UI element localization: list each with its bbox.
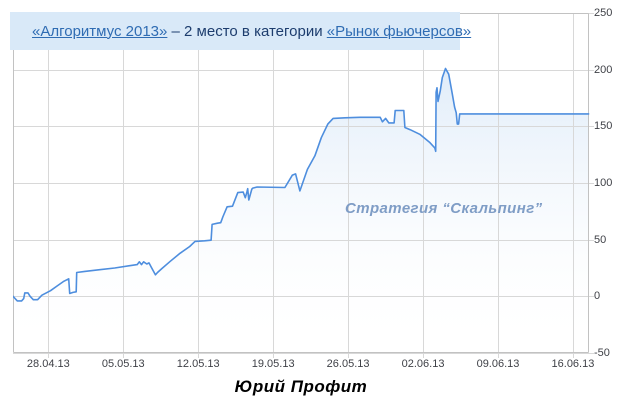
y-axis-label: 200 — [594, 63, 613, 76]
link-futures-market[interactable]: «Рынок фьючерсов» — [326, 22, 472, 40]
y-axis-label: 100 — [594, 177, 613, 189]
y-axis-label: 50 — [594, 233, 607, 246]
y-axis-label: -50 — [594, 347, 610, 359]
y-axis-label: 250 — [594, 7, 613, 19]
plot-area — [13, 13, 594, 358]
y-axis-label: 150 — [594, 120, 613, 133]
author-caption: Юрий Профит — [234, 377, 368, 396]
banner-middle-text: – 2 место в категории — [167, 22, 327, 40]
watermark-text: Стратегия “Скальпинг” — [345, 200, 543, 217]
link-algoritmus-2013[interactable]: «Алгоритмус 2013» — [32, 22, 168, 40]
y-axis-label: 0 — [594, 290, 601, 303]
banner-text: «Алгоритмус 2013» – 2 место в категории … — [32, 23, 471, 40]
award-banner: «Алгоритмус 2013» – 2 место в категории … — [10, 12, 471, 50]
series-line — [13, 67, 590, 302]
series-area-fill — [13, 68, 589, 353]
